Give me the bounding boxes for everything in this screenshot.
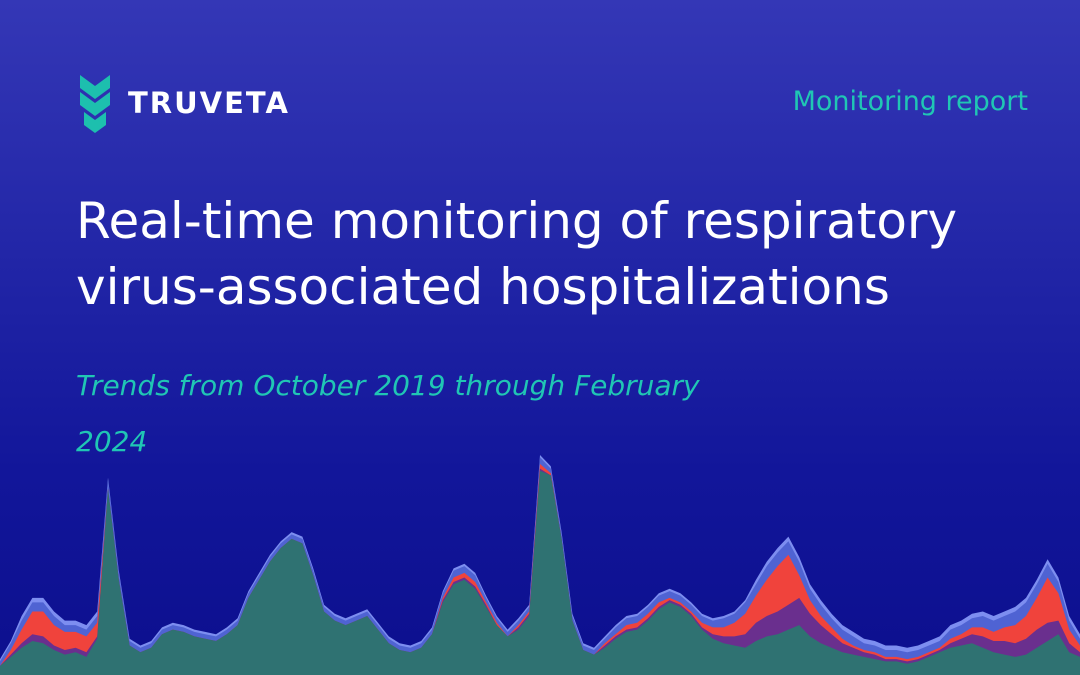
report-type-label: Monitoring report xyxy=(792,86,1028,117)
brand-name: TRUVETA xyxy=(128,86,290,120)
page-subtitle: Trends from October 2019 through Februar… xyxy=(76,369,700,458)
page-title: Real-time monitoring of respiratory viru… xyxy=(76,192,958,316)
truveta-chevron-icon xyxy=(80,75,110,133)
area-series-0 xyxy=(0,470,1080,675)
truveta-logo: TRUVETA xyxy=(76,72,290,134)
hospitalization-area-chart xyxy=(0,455,1080,675)
